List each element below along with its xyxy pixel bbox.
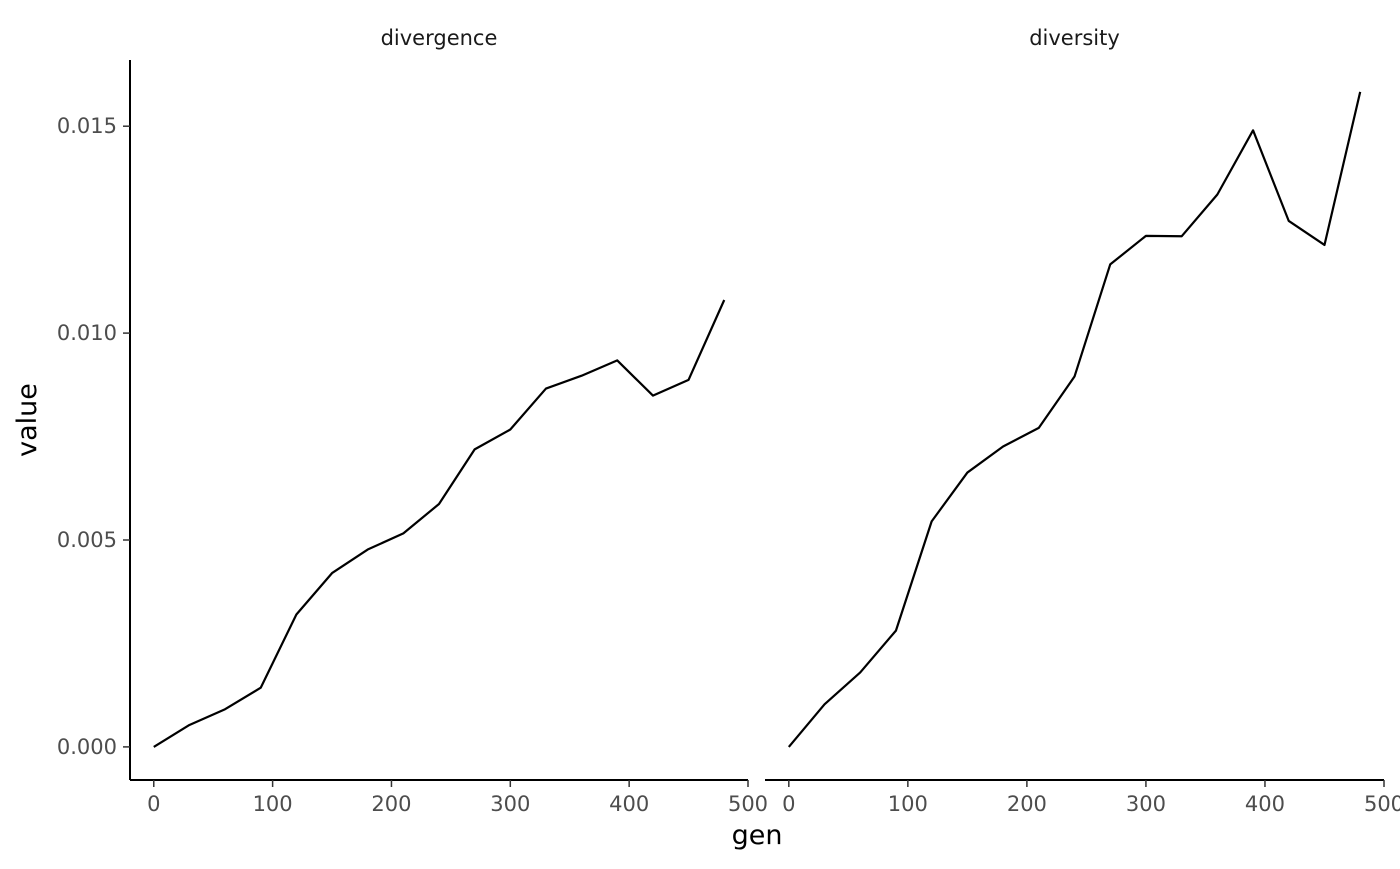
x-tick-label: 300 — [490, 792, 530, 816]
x-tick-label: 200 — [1007, 792, 1047, 816]
x-tick-label: 0 — [147, 792, 160, 816]
x-tick-label: 400 — [609, 792, 649, 816]
x-tick-label: 100 — [888, 792, 928, 816]
series-line-divergence — [153, 299, 726, 748]
x-axis-title: gen — [732, 820, 783, 851]
y-tick-label: 0.010 — [57, 321, 117, 345]
x-tick-label: 500 — [728, 792, 768, 816]
x-tick-label: 0 — [782, 792, 795, 816]
series-line-diversity — [787, 91, 1362, 748]
x-tick-label: 200 — [371, 792, 411, 816]
y-tick-label: 0.005 — [57, 528, 117, 552]
panel-title: diversity — [1029, 26, 1120, 50]
panel-diversity: diversity 0 100 200 300 400 500 — [765, 26, 1400, 816]
y-tick-label: 0.015 — [57, 114, 117, 138]
panel-title: divergence — [381, 26, 498, 50]
x-tick-label: 500 — [1364, 792, 1400, 816]
y-axis-title: value — [12, 383, 43, 457]
y-tick-label: 0.000 — [57, 735, 117, 759]
panel-divergence: divergence 0 100 200 300 400 500 0.000 0.005 0.01… — [57, 26, 768, 816]
x-tick-label: 400 — [1245, 792, 1285, 816]
x-tick-label: 300 — [1126, 792, 1166, 816]
x-tick-label: 100 — [253, 792, 293, 816]
